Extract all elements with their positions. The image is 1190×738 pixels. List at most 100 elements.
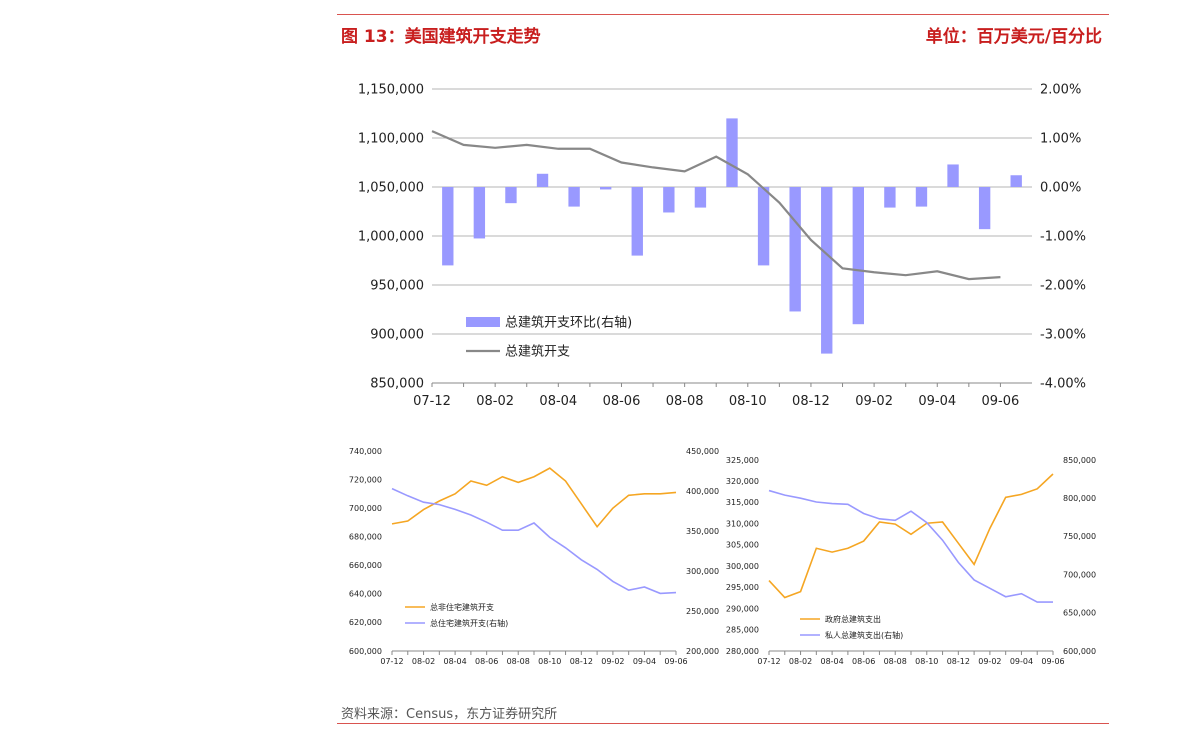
x-axis-tick-label: 08-04 (539, 394, 577, 409)
series-line-1 (768, 473, 1054, 599)
x-axis-tick-label: 08-02 (789, 657, 812, 666)
right-axis-tick-label: -1.00% (1040, 230, 1086, 245)
left-axis-tick-label: 320,000 (726, 477, 759, 486)
header-rule (337, 14, 1109, 15)
legend-label: 总建筑开支环比(右轴) (505, 315, 632, 331)
left-axis-tick-label: 1,100,000 (358, 132, 424, 147)
bar (978, 187, 991, 230)
bar (915, 187, 928, 207)
left-axis-tick-label: 305,000 (726, 541, 759, 550)
figure-unit: 单位：百万美元/百分比 (925, 27, 1102, 47)
x-axis-tick-label: 08-10 (538, 657, 561, 666)
figure-title: 图 13：美国建筑开支走势 (341, 27, 541, 47)
bar (694, 187, 707, 208)
x-axis-tick-label: 09-02 (855, 394, 893, 409)
x-axis-tick-label: 08-12 (947, 657, 970, 666)
legend-label: 总非住宅建筑开支 (430, 602, 494, 612)
x-axis-tick-label: 08-08 (666, 394, 704, 409)
main-chart: 850,000 900,000 950,000 1,000,000 1,050,000 1… (358, 83, 1086, 409)
bar (947, 164, 959, 187)
bar (821, 187, 833, 354)
x-axis-tick-label: 08-04 (820, 657, 843, 666)
right-axis-tick-label: 650,000 (1063, 609, 1096, 618)
right-axis-tick-label: 700,000 (1063, 570, 1096, 579)
bar (663, 187, 675, 213)
right-axis-tick-label: 750,000 (1063, 532, 1096, 541)
source-note: 资料来源：Census，东方证券研究所 (341, 707, 558, 722)
x-axis-tick-label: 09-04 (633, 657, 656, 666)
x-axis-tick-label: 08-10 (915, 657, 938, 666)
x-axis-tick-label: 08-02 (476, 394, 514, 409)
right-axis-tick-label: 0.00% (1040, 181, 1081, 196)
bar (757, 187, 770, 266)
right-axis-tick-label: -2.00% (1040, 279, 1086, 294)
x-axis-tick-label: 09-06 (664, 657, 687, 666)
left-axis-tick-label: 1,150,000 (358, 83, 424, 98)
bar (505, 187, 517, 204)
left-axis-tick-label: 1,050,000 (358, 181, 424, 196)
x-axis-tick-label: 08-06 (852, 657, 875, 666)
left-axis-tick-label: 850,000 (370, 377, 424, 392)
bar (442, 187, 454, 266)
left-axis-tick-label: 300,000 (726, 562, 759, 571)
right-axis-tick-label: -3.00% (1040, 328, 1086, 343)
bar (726, 118, 738, 187)
left-axis-tick-label: 290,000 (726, 604, 759, 613)
left-axis-tick-label: 950,000 (370, 279, 424, 294)
government-private-chart: 280,000 285,000 290,000 295,000 300,000 305,0… (726, 456, 1096, 666)
x-axis-tick-label: 09-02 (978, 657, 1001, 666)
right-axis-tick-label: 800,000 (1063, 494, 1096, 503)
right-axis-tick-label: 400,000 (686, 487, 719, 496)
bar (789, 187, 801, 312)
left-axis-tick-label: 700,000 (349, 504, 382, 513)
nonresidential-residential-chart: 600,000 620,000 640,000 660,000 680,000 700,0… (349, 447, 719, 666)
bar (568, 187, 580, 207)
series-line-2 (431, 130, 1001, 281)
bar (1010, 175, 1022, 187)
legend-label: 私人总建筑支出(右轴) (825, 630, 903, 640)
left-axis-tick-label: 285,000 (726, 626, 759, 635)
x-axis-tick-label: 08-06 (475, 657, 498, 666)
x-axis-tick-label: 08-08 (884, 657, 907, 666)
series-line-2 (391, 487, 677, 595)
right-axis-tick-label: 1.00% (1040, 132, 1081, 147)
right-axis-tick-label: 450,000 (686, 447, 719, 456)
left-axis-tick-label: 295,000 (726, 583, 759, 592)
x-axis-tick-label: 08-10 (729, 394, 767, 409)
left-axis-tick-label: 740,000 (349, 447, 382, 456)
x-axis-tick-label: 08-02 (412, 657, 435, 666)
legend-label: 政府总建筑支出 (825, 614, 881, 624)
left-axis-tick-label: 900,000 (370, 328, 424, 343)
right-axis-tick-label: -4.00% (1040, 377, 1086, 392)
left-axis-tick-label: 310,000 (726, 519, 759, 528)
right-axis-tick-label: 600,000 (1063, 647, 1096, 656)
x-axis-tick-label: 09-04 (918, 394, 956, 409)
x-axis-tick-label: 08-04 (443, 657, 466, 666)
bar (536, 173, 549, 187)
x-axis-tick-label: 09-04 (1010, 657, 1033, 666)
bar (631, 187, 643, 256)
x-axis-tick-label: 08-12 (570, 657, 593, 666)
left-axis-tick-label: 680,000 (349, 533, 382, 542)
bar (600, 187, 612, 190)
legend-label: 总住宅建筑开支(右轴) (430, 618, 508, 628)
legend-swatch (466, 317, 500, 327)
left-axis-tick-label: 720,000 (349, 475, 382, 484)
x-axis-tick-label: 09-02 (601, 657, 624, 666)
left-axis-tick-label: 280,000 (726, 647, 759, 656)
legend-label: 总建筑开支 (505, 344, 570, 360)
x-axis-tick-label: 08-06 (603, 394, 641, 409)
right-axis-tick-label: 300,000 (686, 567, 719, 576)
left-axis-tick-label: 325,000 (726, 456, 759, 465)
right-axis-tick-label: 850,000 (1063, 456, 1096, 465)
left-axis-tick-label: 600,000 (349, 647, 382, 656)
bar (473, 187, 486, 239)
x-axis-tick-label: 09-06 (1041, 657, 1064, 666)
left-axis-tick-label: 315,000 (726, 498, 759, 507)
bar (852, 187, 864, 325)
x-axis-tick-label: 08-08 (507, 657, 530, 666)
left-axis-tick-label: 620,000 (349, 618, 382, 627)
left-axis-tick-label: 660,000 (349, 561, 382, 570)
x-axis-tick-label: 07-12 (380, 657, 403, 666)
x-axis-tick-label: 07-12 (757, 657, 780, 666)
